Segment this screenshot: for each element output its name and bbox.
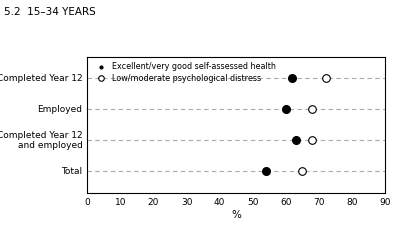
- X-axis label: %: %: [231, 210, 241, 220]
- Legend: Excellent/very good self-assessed health, Low/moderate psychological distress: Excellent/very good self-assessed health…: [91, 61, 277, 84]
- Point: [309, 138, 316, 142]
- Point: [289, 76, 296, 80]
- Point: [263, 170, 269, 173]
- Point: [309, 108, 316, 111]
- Text: 5.2  15–34 YEARS: 5.2 15–34 YEARS: [4, 7, 96, 17]
- Point: [283, 108, 289, 111]
- Point: [322, 76, 329, 80]
- Point: [293, 138, 299, 142]
- Point: [299, 170, 306, 173]
